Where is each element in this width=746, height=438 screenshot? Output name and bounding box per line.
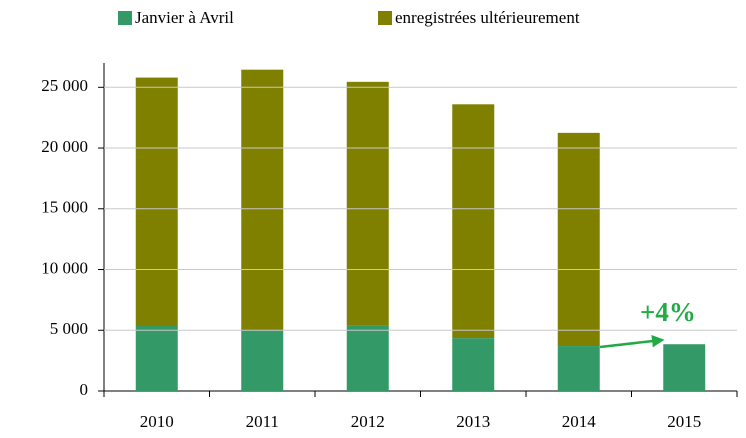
legend-swatch: [378, 11, 392, 25]
bar-segment: [135, 77, 178, 327]
annotation: +4%: [640, 297, 696, 327]
legend-label: Janvier à Avril: [135, 8, 234, 27]
x-tick-label: 2014: [562, 412, 597, 431]
bar-segment: [452, 338, 495, 391]
bar-segment: [346, 81, 389, 326]
y-tick-label: 0: [80, 380, 89, 399]
legend-swatch: [118, 11, 132, 25]
bar-segment: [557, 346, 600, 391]
y-tick-label: 15 000: [41, 198, 88, 217]
y-tick-label: 5 000: [50, 319, 88, 338]
x-tick-label: 2010: [140, 412, 174, 431]
legend-label: enregistrées ultérieurement: [395, 8, 580, 27]
bar-segment: [346, 325, 389, 391]
y-tick-label: 25 000: [41, 76, 88, 95]
x-tick-label: 2011: [246, 412, 279, 431]
arrow: [599, 334, 665, 349]
y-tick-label: 10 000: [41, 258, 88, 277]
bar-segment: [557, 132, 600, 347]
bar-segment: [241, 69, 284, 331]
x-tick-label: 2015: [667, 412, 701, 431]
bar-segment: [241, 330, 284, 391]
x-tick-label: 2012: [351, 412, 385, 431]
bar-segment: [135, 326, 178, 391]
bar-segment: [452, 104, 495, 339]
bar-segment: [663, 344, 706, 391]
x-tick-label: 2013: [456, 412, 490, 431]
y-tick-label: 20 000: [41, 137, 88, 156]
